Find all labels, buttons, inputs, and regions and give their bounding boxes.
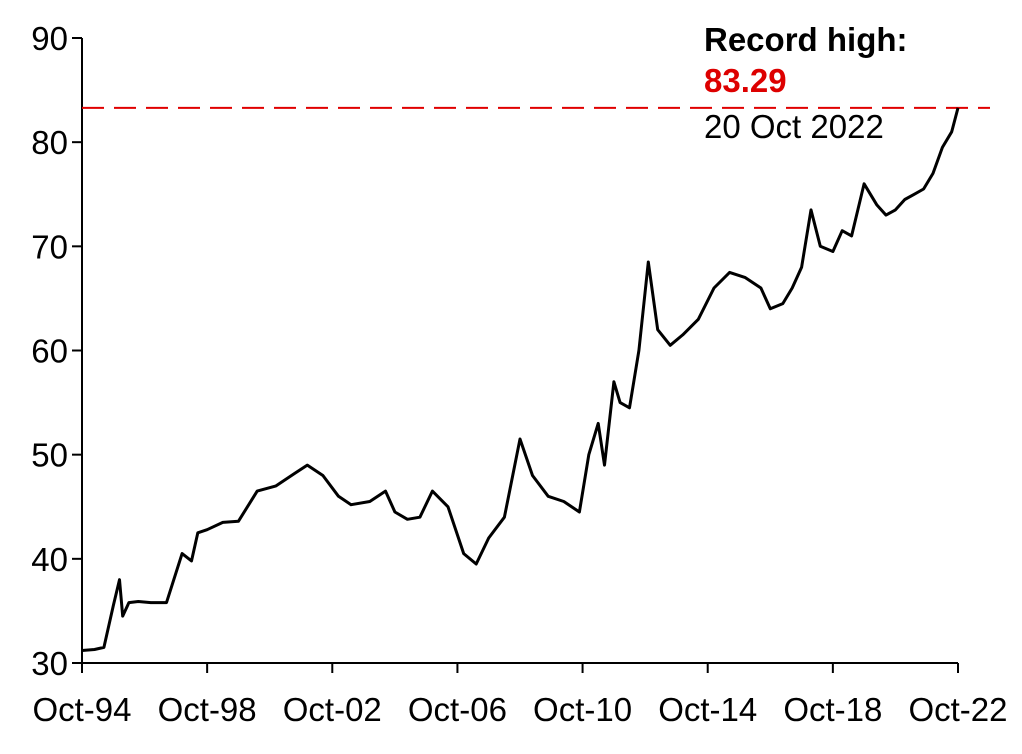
annotation-record-value: 83.29 [704,62,787,99]
x-tick-label: Oct-22 [908,691,1007,728]
x-tick-label: Oct-14 [658,691,757,728]
y-tick-label: 40 [31,541,68,578]
y-axis: 30 40 50 60 70 80 90 [31,20,83,682]
y-tick-label: 70 [31,228,68,265]
x-tick-label: Oct-98 [158,691,257,728]
x-tick-label: Oct-10 [533,691,632,728]
y-tick-label: 60 [31,333,68,370]
y-tick-label: 90 [31,20,68,57]
x-tick-label: Oct-94 [32,691,131,728]
y-tick-label: 80 [31,124,68,161]
series-line [81,107,960,652]
x-tick-label: Oct-06 [408,691,507,728]
y-tick-label: 50 [31,437,68,474]
annotation-record-date: 20 Oct 2022 [704,108,884,145]
x-axis: Oct-94 Oct-98 Oct-02 Oct-06 Oct-10 Oct-14 Oct-… [32,662,1008,728]
y-tick-label: 30 [31,645,68,682]
x-tick-label: Oct-02 [283,691,382,728]
x-tick-label: Oct-18 [783,691,882,728]
annotation-title: Record high: [704,21,908,58]
